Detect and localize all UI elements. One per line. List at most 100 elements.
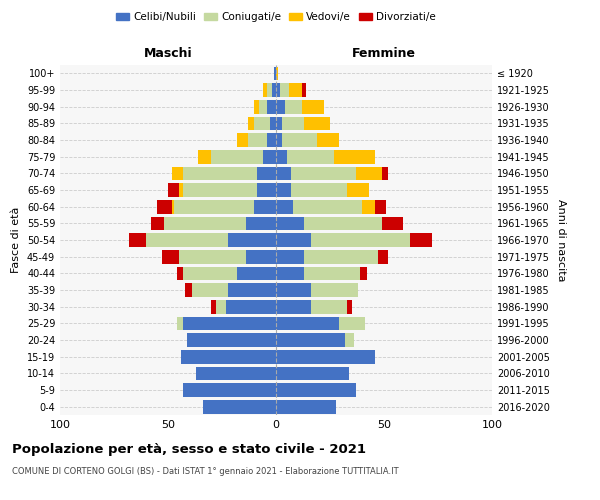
Bar	[269, 116, 276, 130]
Y-axis label: Fasce di età: Fasce di età	[11, 207, 21, 273]
Bar	[276, 100, 284, 114]
Bar	[183, 266, 237, 280]
Bar	[183, 383, 276, 397]
Bar	[268, 100, 276, 114]
Bar	[276, 400, 337, 413]
Bar	[274, 66, 276, 80]
Bar	[146, 233, 229, 247]
Bar	[257, 166, 276, 180]
Bar	[276, 216, 304, 230]
Text: COMUNE DI CORTENO GOLGI (BS) - Dati ISTAT 1° gennaio 2021 - Elaborazione TUTTITA: COMUNE DI CORTENO GOLGI (BS) - Dati ISTA…	[12, 468, 398, 476]
Bar	[211, 150, 263, 164]
Bar	[164, 216, 246, 230]
Bar	[237, 133, 248, 147]
Bar	[304, 266, 360, 280]
Bar	[293, 200, 362, 213]
Bar	[276, 266, 304, 280]
Bar	[175, 200, 254, 213]
Text: Popolazione per età, sesso e stato civile - 2021: Popolazione per età, sesso e stato civil…	[12, 442, 366, 456]
Bar	[211, 300, 215, 314]
Bar	[151, 216, 164, 230]
Bar	[172, 166, 183, 180]
Bar	[317, 133, 338, 147]
Bar	[263, 83, 268, 97]
Bar	[302, 83, 306, 97]
Bar	[276, 133, 283, 147]
Bar	[276, 233, 311, 247]
Bar	[345, 333, 354, 347]
Bar	[287, 150, 334, 164]
Bar	[311, 300, 347, 314]
Bar	[246, 216, 276, 230]
Bar	[376, 200, 386, 213]
Bar	[268, 83, 272, 97]
Bar	[179, 183, 183, 197]
Bar	[237, 266, 276, 280]
Bar	[183, 166, 257, 180]
Bar	[276, 333, 345, 347]
Bar	[168, 183, 179, 197]
Bar	[229, 233, 276, 247]
Bar	[192, 283, 229, 297]
Text: Femmine: Femmine	[352, 47, 416, 60]
Bar	[129, 233, 146, 247]
Bar	[410, 233, 431, 247]
Bar	[360, 266, 367, 280]
Bar	[161, 250, 179, 264]
Bar	[172, 200, 175, 213]
Bar	[302, 100, 323, 114]
Bar	[276, 383, 356, 397]
Bar	[356, 166, 382, 180]
Bar	[272, 83, 276, 97]
Bar	[181, 350, 276, 364]
Bar	[347, 183, 369, 197]
Bar	[338, 316, 365, 330]
Bar	[276, 183, 291, 197]
Legend: Celibi/Nubili, Coniugati/e, Vedovi/e, Divorziati/e: Celibi/Nubili, Coniugati/e, Vedovi/e, Di…	[112, 8, 440, 26]
Y-axis label: Anni di nascita: Anni di nascita	[556, 198, 566, 281]
Bar	[304, 250, 377, 264]
Bar	[284, 100, 302, 114]
Bar	[347, 300, 352, 314]
Bar	[185, 283, 192, 297]
Bar	[276, 250, 304, 264]
Bar	[183, 183, 257, 197]
Bar	[304, 216, 382, 230]
Bar	[283, 116, 304, 130]
Bar	[276, 350, 376, 364]
Bar	[183, 316, 276, 330]
Bar	[254, 200, 276, 213]
Bar	[276, 300, 311, 314]
Bar	[248, 133, 268, 147]
Text: Maschi: Maschi	[143, 47, 193, 60]
Bar	[257, 183, 276, 197]
Bar	[203, 400, 276, 413]
Bar	[291, 183, 347, 197]
Bar	[254, 100, 259, 114]
Bar	[176, 266, 183, 280]
Bar	[226, 300, 276, 314]
Bar	[334, 150, 376, 164]
Bar	[382, 166, 388, 180]
Bar	[283, 133, 317, 147]
Bar	[276, 366, 349, 380]
Bar	[276, 116, 283, 130]
Bar	[229, 283, 276, 297]
Bar	[196, 366, 276, 380]
Bar	[215, 300, 226, 314]
Bar	[280, 83, 289, 97]
Bar	[291, 166, 356, 180]
Bar	[179, 250, 246, 264]
Bar	[276, 166, 291, 180]
Bar	[276, 200, 293, 213]
Bar	[311, 283, 358, 297]
Bar	[276, 283, 311, 297]
Bar	[263, 150, 276, 164]
Bar	[276, 316, 338, 330]
Bar	[276, 150, 287, 164]
Bar	[254, 116, 269, 130]
Bar	[304, 116, 330, 130]
Bar	[382, 216, 403, 230]
Bar	[259, 100, 268, 114]
Bar	[176, 316, 183, 330]
